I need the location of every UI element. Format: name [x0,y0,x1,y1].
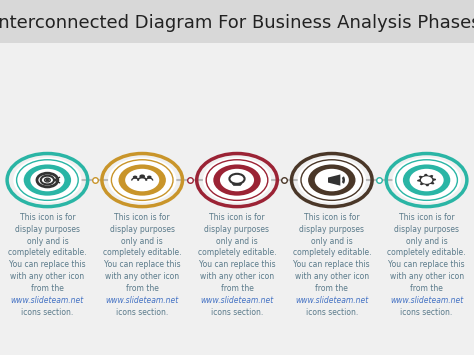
Text: with any other icon: with any other icon [390,272,464,281]
Text: from the: from the [220,284,254,293]
Text: display purposes: display purposes [109,225,175,234]
Circle shape [220,169,254,191]
Text: www.slideteam.net: www.slideteam.net [201,296,273,305]
Text: www.slideteam.net: www.slideteam.net [11,296,84,305]
Text: This icon is for: This icon is for [304,213,360,222]
Text: Interconnected Diagram For Business Analysis Phases: Interconnected Diagram For Business Anal… [0,14,474,32]
Text: You can replace this: You can replace this [388,260,465,269]
Text: This icon is for: This icon is for [19,213,75,222]
Text: icons section.: icons section. [306,308,358,317]
Text: only and is: only and is [27,236,68,246]
Circle shape [139,174,145,178]
Text: only and is: only and is [216,236,258,246]
Text: This icon is for: This icon is for [114,213,170,222]
Text: completely editable.: completely editable. [8,248,87,257]
Circle shape [46,179,49,181]
Text: with any other icon: with any other icon [10,272,84,281]
Circle shape [392,158,461,203]
Text: You can replace this: You can replace this [9,260,86,269]
Text: from the: from the [31,284,64,293]
Circle shape [315,169,349,191]
Circle shape [308,164,356,196]
Circle shape [147,176,152,179]
Text: display purposes: display purposes [394,225,459,234]
Polygon shape [328,174,340,186]
Circle shape [118,164,166,196]
Text: www.slideteam.net: www.slideteam.net [390,296,463,305]
Circle shape [125,169,159,191]
Circle shape [203,158,271,203]
Text: with any other icon: with any other icon [295,272,369,281]
Text: only and is: only and is [121,236,163,246]
Text: with any other icon: with any other icon [105,272,179,281]
Circle shape [30,169,64,191]
Text: with any other icon: with any other icon [200,272,274,281]
Circle shape [133,176,137,179]
Polygon shape [417,174,436,186]
Text: This icon is for: This icon is for [209,213,265,222]
Text: from the: from the [126,284,159,293]
Text: www.slideteam.net: www.slideteam.net [106,296,179,305]
Text: completely editable.: completely editable. [387,248,466,257]
Circle shape [24,164,71,196]
Text: only and is: only and is [311,236,353,246]
Text: completely editable.: completely editable. [103,248,182,257]
Text: completely editable.: completely editable. [292,248,371,257]
Circle shape [403,164,450,196]
Text: You can replace this: You can replace this [199,260,275,269]
Text: You can replace this: You can replace this [293,260,370,269]
Text: display purposes: display purposes [15,225,80,234]
Text: icons section.: icons section. [116,308,168,317]
Text: completely editable.: completely editable. [198,248,276,257]
Circle shape [213,164,261,196]
Text: only and is: only and is [406,236,447,246]
Text: icons section.: icons section. [211,308,263,317]
Circle shape [13,158,82,203]
Text: from the: from the [315,284,348,293]
Text: display purposes: display purposes [299,225,365,234]
Circle shape [298,158,366,203]
Text: from the: from the [410,284,443,293]
Circle shape [410,169,444,191]
Text: www.slideteam.net: www.slideteam.net [295,296,368,305]
Text: display purposes: display purposes [204,225,270,234]
Text: icons section.: icons section. [401,308,453,317]
Text: icons section.: icons section. [21,308,73,317]
Text: This icon is for: This icon is for [399,213,455,222]
Circle shape [421,176,432,184]
Text: You can replace this: You can replace this [104,260,181,269]
Circle shape [108,158,176,203]
